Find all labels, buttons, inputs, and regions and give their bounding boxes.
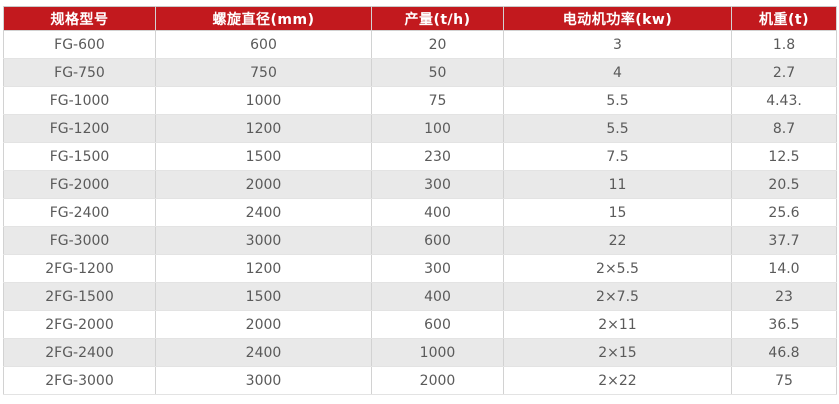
spec-table: 规格型号 螺旋直径(mm) 产量(t/h) 电动机功率(kw) 机重(t) FG… [3, 6, 837, 395]
cell-weight: 37.7 [731, 226, 837, 255]
cell-model: 2FG-1200 [3, 254, 156, 283]
table-row: FG-2400 2400 400 15 25.6 [3, 198, 837, 227]
table-row: 2FG-1200 1200 300 2×5.5 14.0 [3, 254, 837, 283]
cell-weight: 20.5 [731, 170, 837, 199]
cell-output: 600 [371, 310, 504, 339]
cell-weight: 2.7 [731, 58, 837, 87]
cell-model: FG-3000 [3, 226, 156, 255]
cell-diameter: 2000 [155, 310, 372, 339]
cell-model: FG-1500 [3, 142, 156, 171]
cell-weight: 14.0 [731, 254, 837, 283]
column-header-weight: 机重(t) [731, 6, 837, 31]
cell-weight: 46.8 [731, 338, 837, 367]
table-row: FG-1000 1000 75 5.5 4.43. [3, 86, 837, 115]
column-header-power: 电动机功率(kw) [503, 6, 732, 31]
column-header-model: 规格型号 [3, 6, 156, 31]
cell-output: 1000 [371, 338, 504, 367]
cell-diameter: 1200 [155, 114, 372, 143]
column-header-output: 产量(t/h) [371, 6, 504, 31]
table-row: 2FG-2400 2400 1000 2×15 46.8 [3, 338, 837, 367]
cell-power: 2×15 [503, 338, 732, 367]
cell-weight: 1.8 [731, 30, 837, 59]
cell-model: 2FG-3000 [3, 366, 156, 395]
cell-power: 11 [503, 170, 732, 199]
column-header-diameter: 螺旋直径(mm) [155, 6, 372, 31]
cell-output: 100 [371, 114, 504, 143]
cell-model: 2FG-2400 [3, 338, 156, 367]
cell-power: 2×11 [503, 310, 732, 339]
cell-model: FG-2000 [3, 170, 156, 199]
cell-power: 7.5 [503, 142, 732, 171]
cell-power: 2×5.5 [503, 254, 732, 283]
cell-weight: 36.5 [731, 310, 837, 339]
cell-power: 15 [503, 198, 732, 227]
cell-weight: 4.43. [731, 86, 837, 115]
header-row: 规格型号 螺旋直径(mm) 产量(t/h) 电动机功率(kw) 机重(t) [3, 6, 837, 31]
cell-output: 600 [371, 226, 504, 255]
table-row: FG-1200 1200 100 5.5 8.7 [3, 114, 837, 143]
cell-diameter: 750 [155, 58, 372, 87]
table-row: 2FG-3000 3000 2000 2×22 75 [3, 366, 837, 395]
cell-weight: 75 [731, 366, 837, 395]
cell-output: 400 [371, 198, 504, 227]
cell-output: 20 [371, 30, 504, 59]
cell-weight: 23 [731, 282, 837, 311]
cell-output: 300 [371, 254, 504, 283]
cell-diameter: 1500 [155, 282, 372, 311]
cell-diameter: 2400 [155, 198, 372, 227]
cell-diameter: 1500 [155, 142, 372, 171]
cell-weight: 12.5 [731, 142, 837, 171]
cell-model: 2FG-1500 [3, 282, 156, 311]
cell-power: 3 [503, 30, 732, 59]
cell-diameter: 1200 [155, 254, 372, 283]
cell-weight: 25.6 [731, 198, 837, 227]
cell-model: FG-750 [3, 58, 156, 87]
table-row: FG-1500 1500 230 7.5 12.5 [3, 142, 837, 171]
cell-output: 230 [371, 142, 504, 171]
cell-output: 75 [371, 86, 504, 115]
table-row: 2FG-1500 1500 400 2×7.5 23 [3, 282, 837, 311]
table-row: 2FG-2000 2000 600 2×11 36.5 [3, 310, 837, 339]
cell-model: 2FG-2000 [3, 310, 156, 339]
cell-weight: 8.7 [731, 114, 837, 143]
cell-diameter: 2000 [155, 170, 372, 199]
table-row: FG-3000 3000 600 22 37.7 [3, 226, 837, 255]
table-row: FG-2000 2000 300 11 20.5 [3, 170, 837, 199]
cell-diameter: 1000 [155, 86, 372, 115]
spec-table-body: FG-600 600 20 3 1.8 FG-750 750 50 4 2.7 FG-1000 100… [3, 30, 837, 395]
cell-power: 2×22 [503, 366, 732, 395]
cell-output: 2000 [371, 366, 504, 395]
cell-output: 50 [371, 58, 504, 87]
table-row: FG-750 750 50 4 2.7 [3, 58, 837, 87]
cell-power: 2×7.5 [503, 282, 732, 311]
cell-power: 5.5 [503, 86, 732, 115]
cell-diameter: 3000 [155, 366, 372, 395]
cell-diameter: 3000 [155, 226, 372, 255]
cell-power: 22 [503, 226, 732, 255]
cell-power: 5.5 [503, 114, 732, 143]
table-row: FG-600 600 20 3 1.8 [3, 30, 837, 59]
spec-table-header: 规格型号 螺旋直径(mm) 产量(t/h) 电动机功率(kw) 机重(t) [3, 6, 837, 31]
cell-model: FG-1000 [3, 86, 156, 115]
cell-power: 4 [503, 58, 732, 87]
cell-model: FG-600 [3, 30, 156, 59]
cell-output: 300 [371, 170, 504, 199]
cell-output: 400 [371, 282, 504, 311]
cell-model: FG-2400 [3, 198, 156, 227]
cell-diameter: 600 [155, 30, 372, 59]
cell-model: FG-1200 [3, 114, 156, 143]
cell-diameter: 2400 [155, 338, 372, 367]
